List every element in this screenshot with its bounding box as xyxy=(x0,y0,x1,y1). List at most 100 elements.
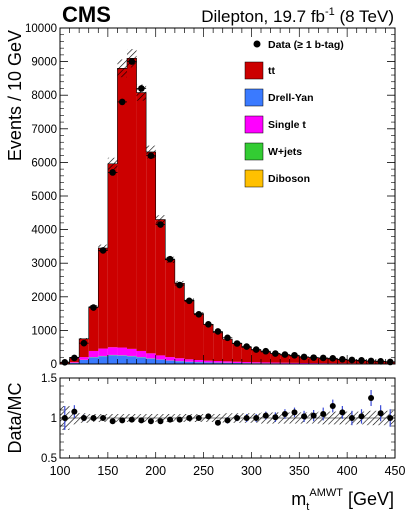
bar-tt xyxy=(251,349,261,363)
bar-tt xyxy=(165,259,175,358)
ratio-point xyxy=(186,415,193,421)
bar-singlet xyxy=(155,355,166,360)
data-point xyxy=(300,353,308,361)
ratio-point xyxy=(358,413,365,420)
bar-tt xyxy=(289,355,300,363)
lumi-label: Dilepton, 19.7 fb-1 (8 TeV) xyxy=(201,6,394,26)
ratio-point xyxy=(262,412,269,419)
ratio-point xyxy=(100,415,107,421)
y-tick-label: 3000 xyxy=(31,258,57,270)
data-point xyxy=(118,98,126,106)
ratio-point xyxy=(128,416,135,423)
y-tick-label: 6000 xyxy=(31,157,57,169)
legend-swatch-wjets xyxy=(244,142,264,161)
ratio-points xyxy=(61,390,394,430)
data-point xyxy=(262,347,270,355)
legend-label: Diboson xyxy=(268,173,310,185)
legend-label: W+jets xyxy=(268,146,302,158)
x-tick-label: 450 xyxy=(385,464,406,478)
bar-singlet xyxy=(127,348,137,356)
data-point xyxy=(157,221,164,228)
ratio-point xyxy=(377,410,384,417)
mc-uncertainty-bin xyxy=(136,84,147,101)
data-point xyxy=(128,58,136,65)
ratio-point xyxy=(90,415,97,421)
ratio-point xyxy=(281,411,288,417)
y-tick-label: 8000 xyxy=(31,90,57,102)
bar-tt xyxy=(213,332,223,362)
bar-singlet xyxy=(222,361,233,363)
bar-tt xyxy=(280,354,290,363)
bar-singlet xyxy=(213,361,223,363)
x-axis-ticks-top xyxy=(59,28,396,364)
bar-tt xyxy=(79,338,89,358)
ratio-point xyxy=(109,418,116,425)
legend-swatch-tt xyxy=(244,61,264,80)
ratio-y-axis-label: Data/MC xyxy=(5,382,25,453)
bar-dy xyxy=(203,362,214,364)
bar-dy xyxy=(174,361,185,364)
ratio-point xyxy=(310,412,317,419)
legend-marker-data xyxy=(253,40,261,48)
bar-singlet xyxy=(203,360,214,363)
bar-singlet xyxy=(184,359,194,362)
data-point xyxy=(80,339,88,347)
bar-singlet xyxy=(308,363,319,364)
data-point xyxy=(243,343,250,350)
ratio-point xyxy=(253,415,260,421)
main-histogram-panel: 0 1000 2000 3000 4000 5000 6000 7000 8000 9000 100… xyxy=(5,23,396,371)
bar-singlet xyxy=(299,362,309,364)
ratio-point xyxy=(71,408,78,415)
ratio-point xyxy=(291,409,298,416)
bar-tt xyxy=(136,92,147,351)
legend-item-data: Data (≥ 1 b-tag) xyxy=(253,39,344,51)
data-point xyxy=(214,328,222,335)
data-point xyxy=(310,354,317,361)
bar-singlet xyxy=(289,362,300,364)
bar-tt xyxy=(107,163,118,348)
bar-dy xyxy=(165,360,175,364)
ratio-point xyxy=(368,395,375,401)
y-tick-label: 5000 xyxy=(31,191,57,203)
bar-dy xyxy=(88,357,99,364)
bar-singlet xyxy=(251,362,261,364)
bar-singlet xyxy=(117,347,127,356)
mc-uncertainty-bin xyxy=(107,157,118,170)
bar-singlet xyxy=(194,360,204,363)
data-point xyxy=(99,247,107,254)
data-point xyxy=(233,340,241,347)
ratio-point xyxy=(234,415,241,421)
data-point xyxy=(358,357,365,364)
mc-uncertainty-bin xyxy=(79,338,89,340)
legend-item-dy: Drell-Yan xyxy=(244,88,314,107)
data-point xyxy=(319,354,327,362)
bar-dy xyxy=(107,355,118,364)
bar-tt xyxy=(155,219,166,356)
legend-label: Drell-Yan xyxy=(268,92,314,104)
bar-tt xyxy=(98,248,108,349)
legend: Data (≥ 1 b-tag) tt Drell-Yan Single t W+jet… xyxy=(244,39,344,188)
data-point xyxy=(176,281,183,289)
bar-tt xyxy=(184,300,194,360)
bar-singlet xyxy=(270,362,281,364)
ratio-point xyxy=(339,409,346,416)
bar-dy xyxy=(136,357,147,364)
bar-dy xyxy=(127,356,137,364)
ratio-point xyxy=(80,415,87,421)
bar-dy xyxy=(184,361,194,364)
bar-dy xyxy=(79,359,89,364)
ratio-y-tick-label: 0.5 xyxy=(41,453,57,465)
y-axis-label: Events / 10 GeV xyxy=(5,30,25,161)
ratio-point xyxy=(329,403,336,409)
data-point xyxy=(329,354,337,362)
legend-swatch-singlet xyxy=(244,115,264,134)
ratio-point xyxy=(348,415,355,421)
bar-tt xyxy=(194,313,204,361)
data-point xyxy=(224,334,231,342)
y-axis-ticks: 0 1000 2000 3000 4000 5000 6000 7000 8000 9000 100… xyxy=(25,23,395,371)
data-point xyxy=(61,359,69,366)
mc-uncertainty-bin xyxy=(127,49,137,68)
legend-swatch-diboson xyxy=(244,169,264,188)
ratio-point xyxy=(138,417,145,424)
